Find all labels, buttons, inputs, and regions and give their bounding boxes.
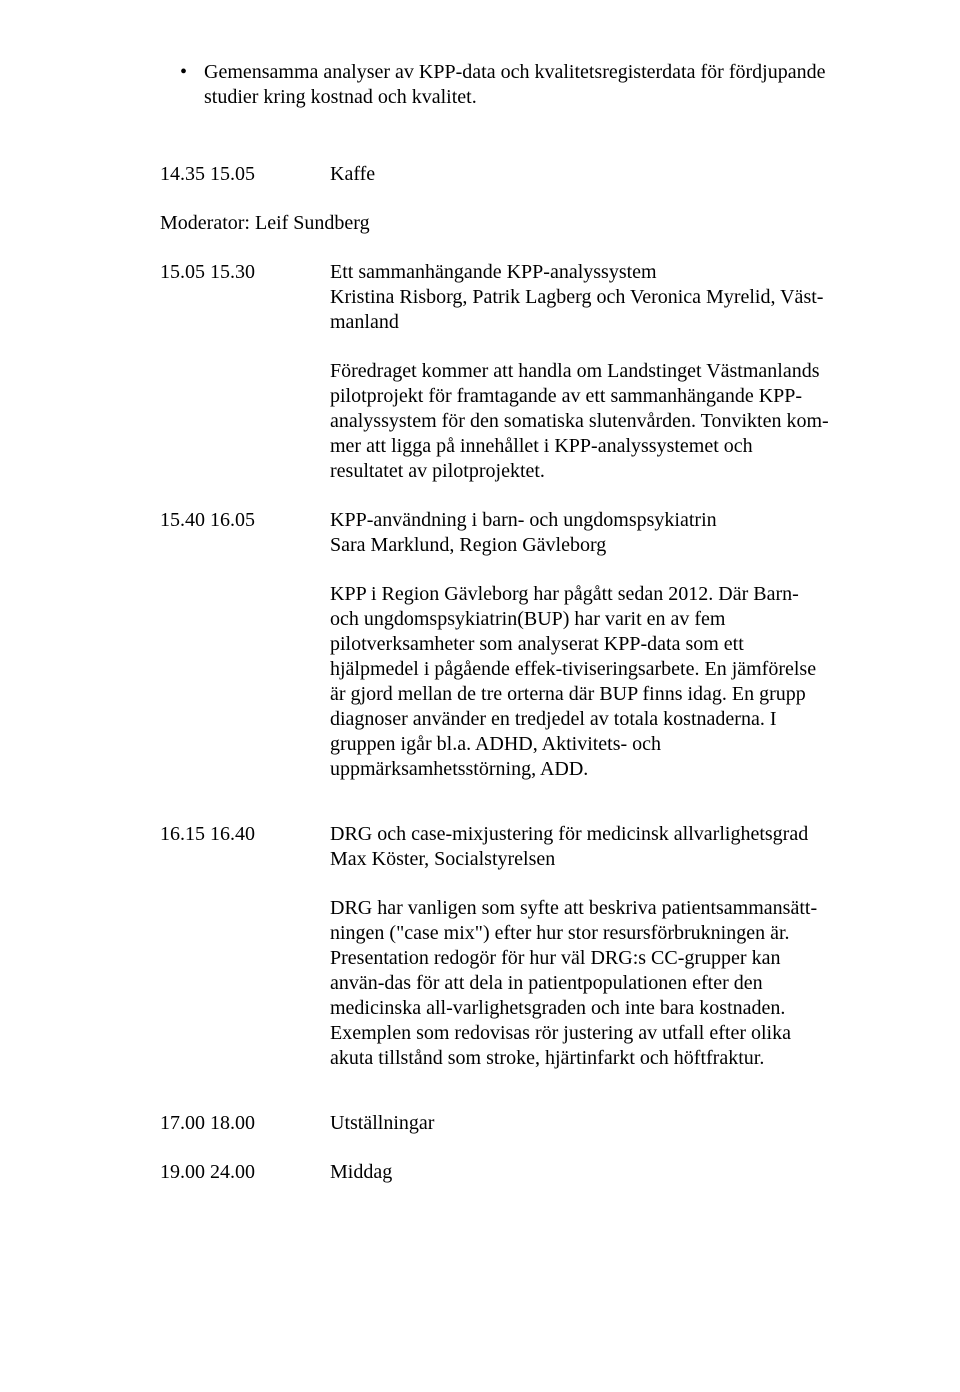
time-label: 14.35 15.05 xyxy=(160,162,330,187)
session-speakers: Sara Marklund, Region Gävleborg xyxy=(330,533,830,558)
time-label: 19.00 24.00 xyxy=(160,1160,330,1185)
session-body: Föredraget kommer att handla om Landstin… xyxy=(330,359,830,484)
time-label: 17.00 18.00 xyxy=(160,1111,330,1136)
schedule-row-1505: 15.05 15.30 Ett sammanhängande KPP-analy… xyxy=(160,260,830,484)
session-body: KPP i Region Gävleborg har pågått sedan … xyxy=(330,582,830,782)
bullet-item: • Gemensamma analyser av KPP-data och kv… xyxy=(160,60,830,110)
session-label: Middag xyxy=(330,1160,830,1185)
schedule-row-1700: 17.00 18.00 Utställningar xyxy=(160,1111,830,1136)
session-label: Kaffe xyxy=(330,162,830,187)
schedule-row-1900: 19.00 24.00 Middag xyxy=(160,1160,830,1185)
time-label: 15.40 16.05 xyxy=(160,508,330,782)
session-speakers: Max Köster, Socialstyrelsen xyxy=(330,847,830,872)
time-label: 16.15 16.40 xyxy=(160,822,330,1071)
bullet-dot: • xyxy=(180,60,204,110)
session-body: DRG har vanligen som syfte att beskriva … xyxy=(330,896,830,1021)
page: • Gemensamma analyser av KPP-data och kv… xyxy=(0,0,960,1392)
session-title: DRG och case-mixjustering för medicinsk … xyxy=(330,822,830,847)
bullet-text: Gemensamma analyser av KPP-data och kval… xyxy=(204,60,830,110)
session-body-2: Exemplen som redovisas rör justering av … xyxy=(330,1021,830,1071)
moderator-line: Moderator: Leif Sundberg xyxy=(160,211,830,236)
session-title: Ett sammanhängande KPP-analyssystem xyxy=(330,260,830,285)
schedule-row-1540: 15.40 16.05 KPP-användning i barn- och u… xyxy=(160,508,830,782)
schedule-row-1615: 16.15 16.40 DRG och case-mixjustering fö… xyxy=(160,822,830,1071)
time-label: 15.05 15.30 xyxy=(160,260,330,484)
session-label: Utställningar xyxy=(330,1111,830,1136)
schedule-row-kaffe: 14.35 15.05 Kaffe xyxy=(160,162,830,187)
session-speakers: Kristina Risborg, Patrik Lagberg och Ver… xyxy=(330,285,830,335)
session-title: KPP-användning i barn- och ungdomspsykia… xyxy=(330,508,830,533)
